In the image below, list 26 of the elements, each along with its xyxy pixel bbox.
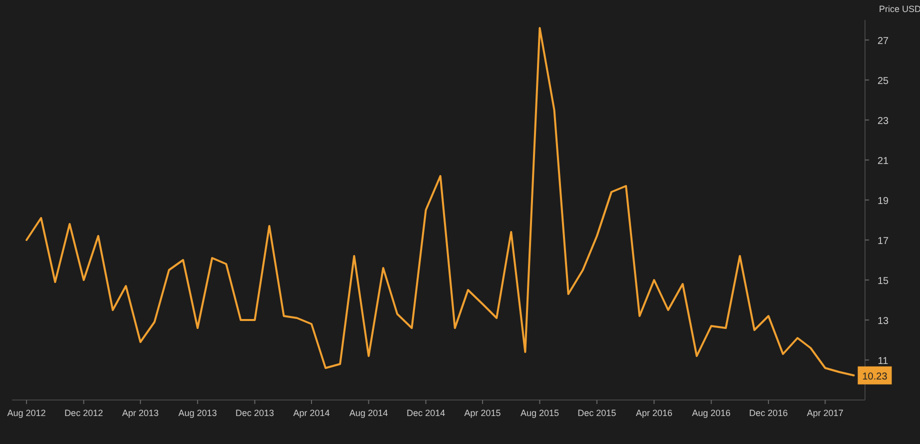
y-tick-label: 19 xyxy=(877,196,889,207)
x-tick-label: Aug 2014 xyxy=(349,408,388,418)
x-tick-label: Dec 2013 xyxy=(236,408,274,418)
y-tick-label: 21 xyxy=(877,156,889,167)
x-tick-label: Dec 2014 xyxy=(406,408,446,418)
x-tick-label: Dec 2015 xyxy=(578,408,616,418)
y-tick-label: 23 xyxy=(877,116,889,127)
x-tick-label: Aug 2012 xyxy=(7,408,46,418)
x-tick-label: Apr 2017 xyxy=(806,408,844,418)
x-tick-label: Dec 2012 xyxy=(64,408,103,418)
y-tick-label: 25 xyxy=(877,76,889,87)
data-label: 10.23 xyxy=(862,371,888,382)
x-tick-label: Apr 2013 xyxy=(122,408,159,418)
x-tick-label: Apr 2014 xyxy=(293,408,330,418)
x-tick-label: Aug 2016 xyxy=(692,408,731,418)
x-tick-label: Apr 2016 xyxy=(636,408,672,418)
y-tick-label: 13 xyxy=(877,316,889,327)
x-tick-label: Dec 2016 xyxy=(749,408,788,418)
x-tick-label: Aug 2013 xyxy=(178,408,217,418)
y-tick-label: 27 xyxy=(877,36,889,47)
x-tick-label: Apr 2015 xyxy=(464,408,501,418)
x-tick-label: Aug 2015 xyxy=(520,408,560,418)
y-tick-label: 17 xyxy=(877,236,889,247)
y-tick-label: 11 xyxy=(878,356,889,367)
line-series xyxy=(26,27,855,376)
y-tick-label: 15 xyxy=(877,276,889,287)
